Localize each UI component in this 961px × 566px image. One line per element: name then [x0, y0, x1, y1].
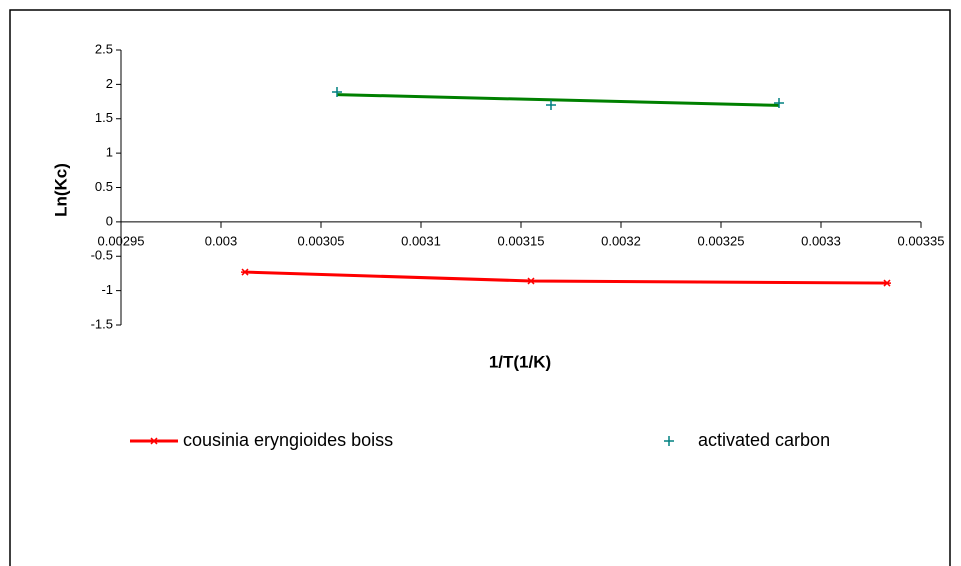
y-tick-label: 1: [106, 145, 113, 160]
y-tick-label: -1: [101, 282, 113, 297]
x-tick-label: 0.0032: [601, 233, 641, 248]
x-axis-title: 1/T(1/K): [489, 352, 551, 371]
marker: [241, 268, 249, 276]
y-axis-title: Ln(Kc): [51, 163, 70, 217]
y-tick-label: 2: [106, 76, 113, 91]
marker: [774, 97, 784, 108]
x-tick-label: 0.0031: [401, 233, 441, 248]
legend-text: cousinia eryngioides boiss: [183, 430, 393, 450]
y-tick-label: 0.5: [95, 179, 113, 194]
legend-marker: [150, 437, 158, 445]
y-tick-label: -1.5: [91, 316, 113, 331]
legend-text: activated carbon: [698, 430, 830, 450]
y-tick-label: 0: [106, 213, 113, 228]
marker: [332, 86, 342, 97]
x-tick-label: 0.00295: [98, 233, 145, 248]
marker: [527, 277, 535, 285]
x-tick-label: 0.0033: [801, 233, 841, 248]
trendline: [336, 93, 780, 107]
x-tick-label: 0.00315: [498, 233, 545, 248]
x-tick-label: 0.00325: [698, 233, 745, 248]
legend-marker: [664, 436, 674, 446]
x-tick-label: 0.003: [205, 233, 238, 248]
y-tick-label: 2.5: [95, 41, 113, 56]
x-tick-label: 0.00335: [898, 233, 945, 248]
marker: [883, 279, 891, 287]
x-tick-label: 0.00305: [298, 233, 345, 248]
y-tick-label: -0.5: [91, 248, 113, 263]
series-line: [244, 270, 888, 285]
marker: [546, 100, 556, 110]
chart-frame: [9, 9, 951, 566]
y-tick-label: 1.5: [95, 110, 113, 125]
